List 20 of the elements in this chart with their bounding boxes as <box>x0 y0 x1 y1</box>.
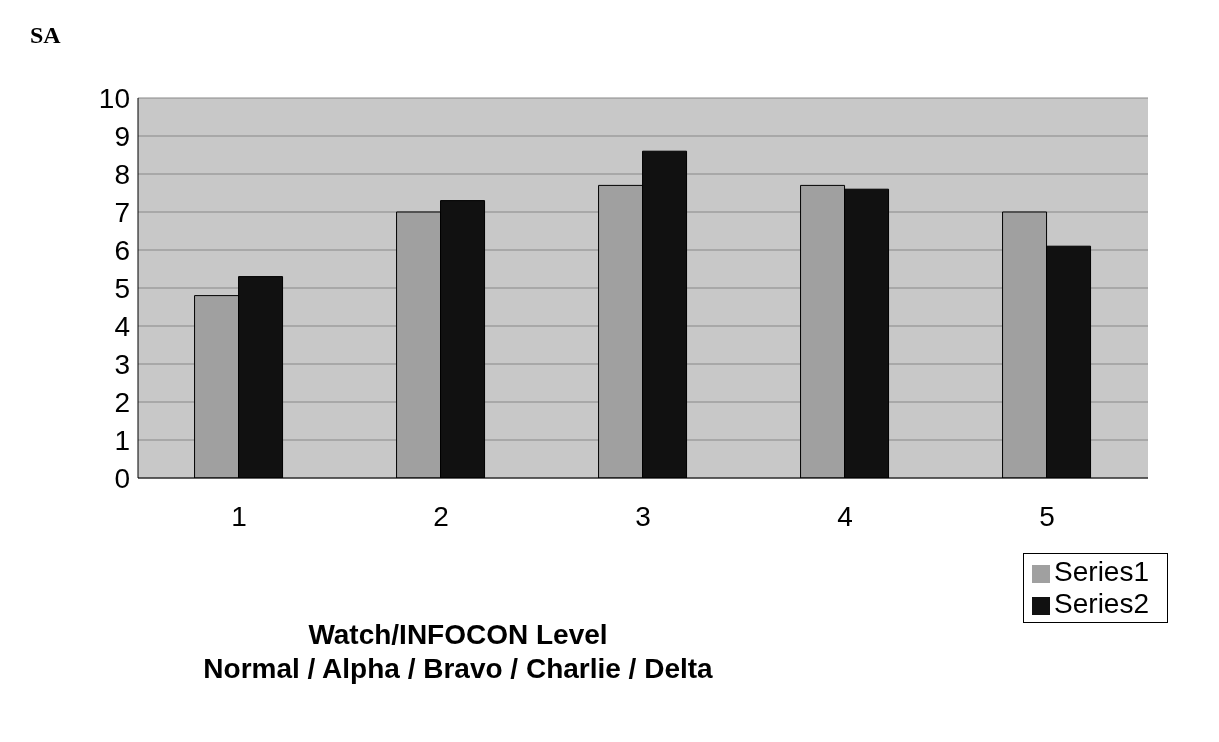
y-tick-label: 4 <box>114 310 130 342</box>
chart-title: SA <box>30 22 61 49</box>
x-tick-label: 3 <box>635 500 651 532</box>
y-tick-label: 7 <box>114 196 130 228</box>
y-tick-label: 9 <box>114 120 130 152</box>
y-tick-label: 3 <box>114 348 130 380</box>
y-tick-label: 0 <box>114 462 130 494</box>
x-tick-label: 2 <box>433 500 449 532</box>
legend-label: Series1 <box>1054 556 1149 587</box>
y-tick-label: 6 <box>114 234 130 266</box>
x-tick-label: 4 <box>837 500 853 532</box>
x-tick-label: 5 <box>1039 500 1055 532</box>
y-tick-label: 1 <box>114 424 130 456</box>
x-tick-label: 1 <box>231 500 247 532</box>
y-tick-label: 10 <box>98 82 130 114</box>
y-tick-label: 8 <box>114 158 130 190</box>
y-tick-label: 5 <box>114 272 130 304</box>
x-axis-title: Watch/INFOCON Level Normal / Alpha / Bravo / Charlie / Delta <box>202 618 714 686</box>
legend-label: Series2 <box>1054 588 1149 619</box>
y-tick-label: 2 <box>114 386 130 418</box>
